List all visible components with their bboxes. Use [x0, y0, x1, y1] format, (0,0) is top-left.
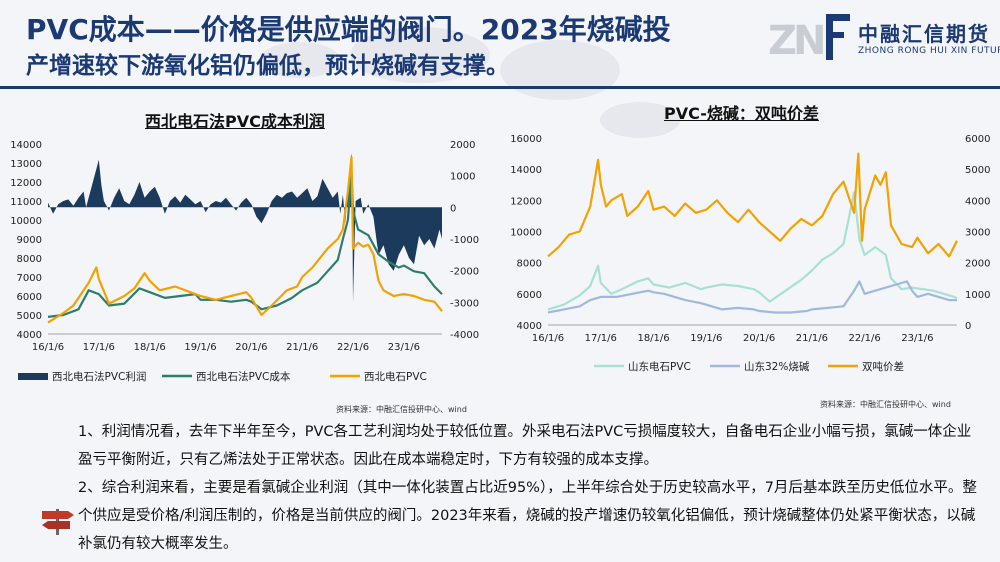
title-line-2: 产增速较下游氧化铝仍偏低，预计烧碱有支撑。	[26, 53, 509, 79]
x-axis-tick-label: 16/1/6	[32, 342, 64, 353]
series-line-2	[47, 156, 443, 324]
x-axis-tick-label: 18/1/6	[134, 342, 166, 353]
x-axis-tick-label: 17/1/6	[585, 333, 617, 344]
chart2-source: 资料来源：中融汇信投研中心、wind	[820, 400, 951, 409]
x-axis-tick-label: 23/1/6	[901, 333, 933, 344]
chart1-profit-cost: 1400013000120001100010000900080007000600…	[10, 140, 479, 383]
right-axis-tick-label: 0	[450, 203, 456, 214]
signpost-icon	[42, 509, 74, 535]
left-axis-tick-label: 6000	[517, 290, 542, 301]
legend-label-1: 山东32%烧碱	[744, 360, 810, 373]
right-axis-tick-label: -1000	[450, 235, 479, 246]
x-axis-tick-label: 16/1/6	[532, 333, 564, 344]
series-line-0	[547, 191, 958, 311]
right-axis-tick-label: 1000	[965, 290, 990, 301]
left-axis-tick-label: 4000	[17, 330, 42, 341]
left-axis-tick-label: 16000	[510, 134, 542, 145]
series-line-1	[547, 280, 957, 314]
chart1-title: 西北电石法PVC成本利润	[145, 112, 325, 131]
analysis-text: 1、利润情况看，去年下半年至今，PVC各工艺利润均处于较低位置。外采电石法PVC…	[78, 418, 983, 558]
right-axis-tick-label: 5000	[965, 165, 990, 176]
left-axis-tick-label: 14000	[510, 165, 542, 176]
x-axis-tick-label: 19/1/6	[184, 342, 216, 353]
paragraph-profit: 1、利润情况看，去年下半年至今，PVC各工艺利润均处于较低位置。外采电石法PVC…	[78, 424, 972, 468]
header-divider	[0, 86, 1000, 89]
x-axis-tick-label: 21/1/6	[286, 342, 318, 353]
x-axis-tick-label: 19/1/6	[690, 333, 722, 344]
left-axis-tick-label: 14000	[10, 140, 42, 151]
right-axis-tick-label: 2000	[965, 259, 990, 270]
left-axis-tick-label: 9000	[17, 235, 42, 246]
left-axis-tick-label: 5000	[17, 311, 42, 322]
title-line-1: PVC成本——价格是供应端的阀门。2023年烧碱投	[26, 13, 671, 46]
legend-swatch-0	[18, 373, 48, 380]
left-axis-tick-label: 4000	[517, 321, 542, 332]
series-line-2	[547, 152, 958, 258]
series-line-1	[47, 171, 443, 318]
left-axis-tick-label: 8000	[517, 259, 542, 270]
right-axis-tick-label: 2000	[450, 140, 475, 151]
chart1-source: 资料来源：中融汇信投研中心、wind	[336, 405, 467, 414]
x-axis-tick-label: 21/1/6	[796, 333, 828, 344]
legend-label-1: 西北电石法PVC成本	[196, 370, 291, 383]
left-axis-tick-label: 12000	[10, 178, 42, 189]
left-axis-tick-label: 10000	[510, 228, 542, 239]
logo-name-en: ZHONG RONG HUI XIN FUTURES	[858, 46, 1000, 56]
logo-f-icon	[826, 14, 850, 60]
left-axis-tick-label: 10000	[10, 216, 42, 227]
right-axis-tick-label: 6000	[965, 134, 990, 145]
right-axis-tick-label: 4000	[965, 196, 990, 207]
left-axis-tick-label: 8000	[17, 254, 42, 265]
paragraph-combined-profit: 2、综合利润来看，主要是看氯碱企业利润（其中一体化装置占比近95%），上半年综合…	[78, 480, 977, 552]
company-logo: ZN 中融汇信期货 ZHONG RONG HUI XIN FUTURES	[768, 14, 1000, 64]
x-axis-tick-label: 17/1/6	[83, 342, 115, 353]
chart2-double-ton-spread: 1600014000120001000080006000400060005000…	[510, 134, 990, 373]
series-area-0	[48, 153, 442, 303]
page-title: PVC成本——价格是供应端的阀门。2023年烧碱投 产增速较下游氧化铝仍偏低，预…	[26, 12, 726, 84]
chart2-title: PVC-烧碱：双吨价差	[664, 104, 819, 123]
x-axis-tick-label: 22/1/6	[337, 342, 369, 353]
right-axis-tick-label: -4000	[450, 330, 479, 341]
right-axis-tick-label: 1000	[450, 172, 475, 183]
left-axis-tick-label: 11000	[10, 197, 42, 208]
legend-label-2: 西北电石PVC	[364, 370, 427, 383]
x-axis-tick-label: 20/1/6	[235, 342, 267, 353]
x-axis-tick-label: 18/1/6	[637, 333, 669, 344]
logo-mark-text: ZN	[768, 18, 827, 64]
legend-label-2: 双吨价差	[862, 360, 904, 373]
left-axis-tick-label: 12000	[510, 196, 542, 207]
x-axis-tick-label: 20/1/6	[743, 333, 775, 344]
x-axis-tick-label: 23/1/6	[388, 342, 420, 353]
left-axis-tick-label: 7000	[17, 273, 42, 284]
right-axis-tick-label: 3000	[965, 228, 990, 239]
legend-label-0: 西北电石法PVC利润	[52, 370, 146, 383]
legend-label-0: 山东电石PVC	[628, 360, 691, 373]
logo-name-cn: 中融汇信期货	[858, 22, 990, 46]
left-axis-tick-label: 6000	[17, 292, 42, 303]
x-axis-tick-label: 22/1/6	[849, 333, 881, 344]
right-axis-tick-label: -3000	[450, 298, 479, 309]
right-axis-tick-label: 0	[965, 321, 971, 332]
right-axis-tick-label: -2000	[450, 267, 479, 278]
left-axis-tick-label: 13000	[10, 159, 42, 170]
